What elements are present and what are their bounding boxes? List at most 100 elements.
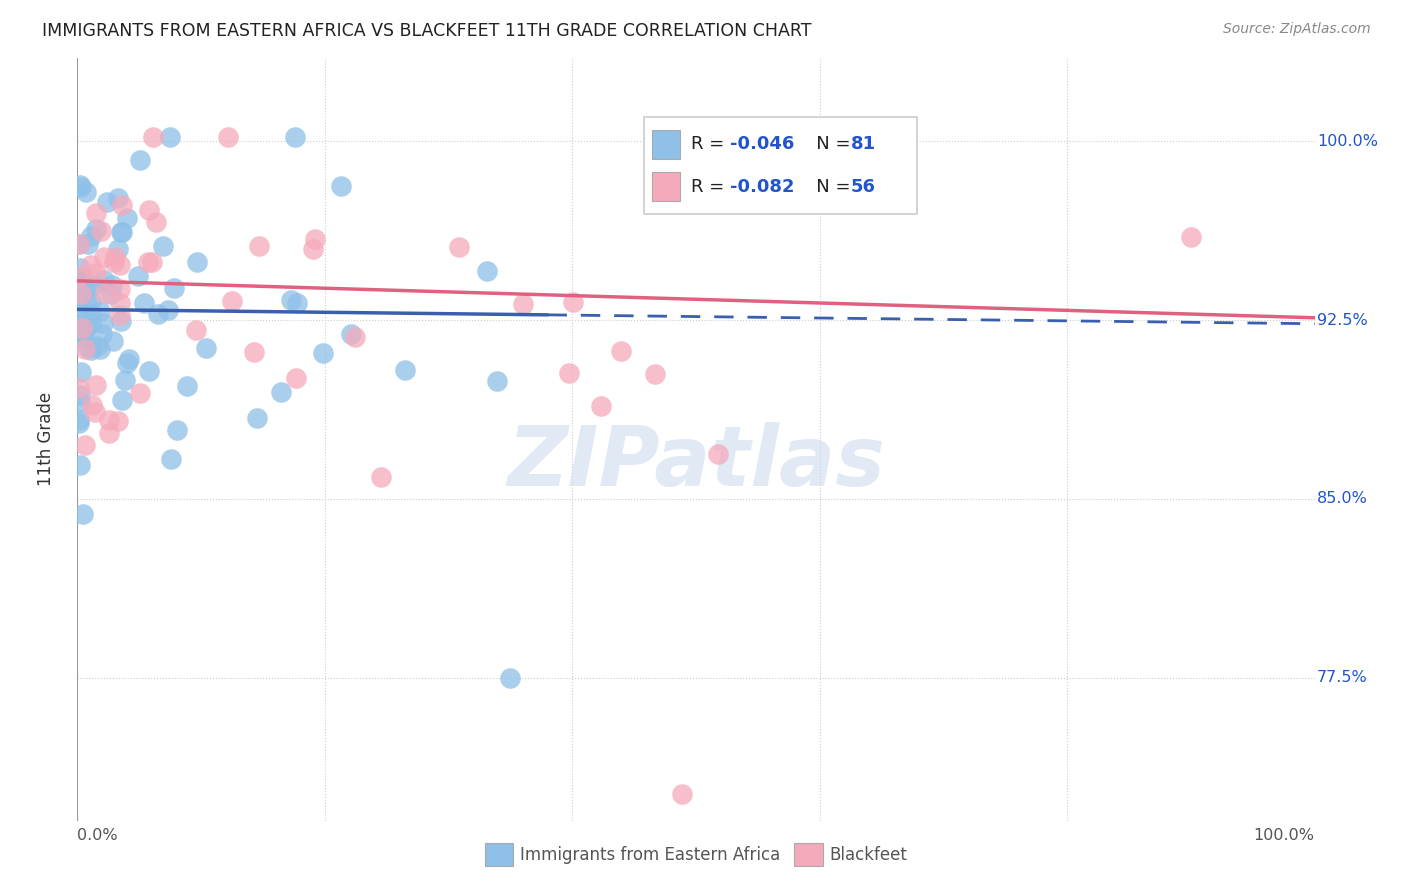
Point xyxy=(312,345,335,359)
Point xyxy=(512,297,534,311)
Point xyxy=(644,368,666,382)
Point xyxy=(84,206,107,220)
Text: 56: 56 xyxy=(851,178,876,195)
Point xyxy=(82,398,104,412)
Point xyxy=(111,393,134,408)
Point xyxy=(97,413,120,427)
Point xyxy=(128,153,150,167)
Point xyxy=(339,326,361,341)
Point xyxy=(117,356,139,370)
Point xyxy=(101,334,124,349)
Point xyxy=(69,260,91,275)
Point xyxy=(90,224,112,238)
Point xyxy=(475,264,498,278)
Point xyxy=(194,341,217,355)
Point xyxy=(100,287,122,301)
Point xyxy=(96,194,118,209)
Point xyxy=(73,275,96,289)
Point xyxy=(108,308,131,322)
Text: Blackfeet: Blackfeet xyxy=(830,846,907,863)
Text: 92.5%: 92.5% xyxy=(1317,312,1368,327)
Text: Immigrants from Eastern Africa: Immigrants from Eastern Africa xyxy=(520,846,780,863)
Point xyxy=(163,281,186,295)
Point xyxy=(141,254,163,268)
Text: 85.0%: 85.0% xyxy=(1317,491,1368,507)
Point xyxy=(330,179,353,194)
Point xyxy=(129,386,152,401)
Point xyxy=(148,307,170,321)
Point xyxy=(221,293,243,308)
Point xyxy=(76,319,98,334)
Point xyxy=(284,371,307,385)
Point xyxy=(115,211,138,226)
Point xyxy=(247,239,270,253)
Point xyxy=(184,323,207,337)
Text: 100.0%: 100.0% xyxy=(1254,828,1315,843)
Point xyxy=(69,458,91,472)
Point xyxy=(485,374,508,388)
Point xyxy=(280,293,302,308)
Point xyxy=(108,282,131,296)
Text: 100.0%: 100.0% xyxy=(1317,134,1378,149)
Point xyxy=(67,417,90,431)
Text: IMMIGRANTS FROM EASTERN AFRICA VS BLACKFEET 11TH GRADE CORRELATION CHART: IMMIGRANTS FROM EASTERN AFRICA VS BLACKF… xyxy=(42,22,811,40)
Point xyxy=(110,314,132,328)
Point xyxy=(156,303,179,318)
Text: 11th Grade: 11th Grade xyxy=(38,392,55,486)
Point xyxy=(449,240,471,254)
Point xyxy=(217,129,239,144)
Point xyxy=(72,325,94,339)
Text: -0.082: -0.082 xyxy=(730,178,794,195)
Point xyxy=(77,341,100,355)
Point xyxy=(80,307,103,321)
Point xyxy=(80,258,103,272)
Point xyxy=(160,452,183,467)
Point xyxy=(84,222,107,236)
Point xyxy=(73,273,96,287)
Point xyxy=(72,321,94,335)
Point xyxy=(67,293,90,308)
Point xyxy=(671,788,693,802)
Point xyxy=(75,342,97,356)
Point xyxy=(89,342,111,356)
Point xyxy=(91,317,114,331)
Point xyxy=(558,366,581,380)
Point xyxy=(107,242,129,256)
Text: N =: N = xyxy=(799,136,856,153)
Point xyxy=(127,269,149,284)
Point xyxy=(108,296,131,310)
Point xyxy=(89,304,111,318)
Point xyxy=(93,273,115,287)
Text: 77.5%: 77.5% xyxy=(1317,670,1368,685)
Point xyxy=(70,328,93,343)
Point xyxy=(72,508,94,522)
Text: -0.046: -0.046 xyxy=(730,136,794,153)
Text: ZIPatlas: ZIPatlas xyxy=(508,422,884,503)
Point xyxy=(287,296,309,310)
Point xyxy=(103,254,125,268)
Point xyxy=(83,405,105,419)
Point xyxy=(67,301,90,315)
Point xyxy=(97,425,120,440)
Text: R =: R = xyxy=(690,136,730,153)
Point xyxy=(75,185,97,199)
Point xyxy=(1180,229,1202,244)
Point xyxy=(80,343,103,357)
Point xyxy=(83,277,105,292)
Point xyxy=(108,258,131,272)
Point xyxy=(118,351,141,366)
Point xyxy=(93,251,115,265)
Point xyxy=(707,447,730,461)
Point xyxy=(100,277,122,292)
Point xyxy=(589,399,612,413)
Point xyxy=(343,330,366,344)
Point xyxy=(73,438,96,452)
Point xyxy=(69,388,91,402)
Text: 0.0%: 0.0% xyxy=(77,828,118,843)
Point xyxy=(86,339,108,353)
Point xyxy=(394,363,416,377)
Point xyxy=(69,304,91,318)
Point xyxy=(75,281,97,295)
Point xyxy=(79,229,101,244)
Point xyxy=(77,236,100,251)
